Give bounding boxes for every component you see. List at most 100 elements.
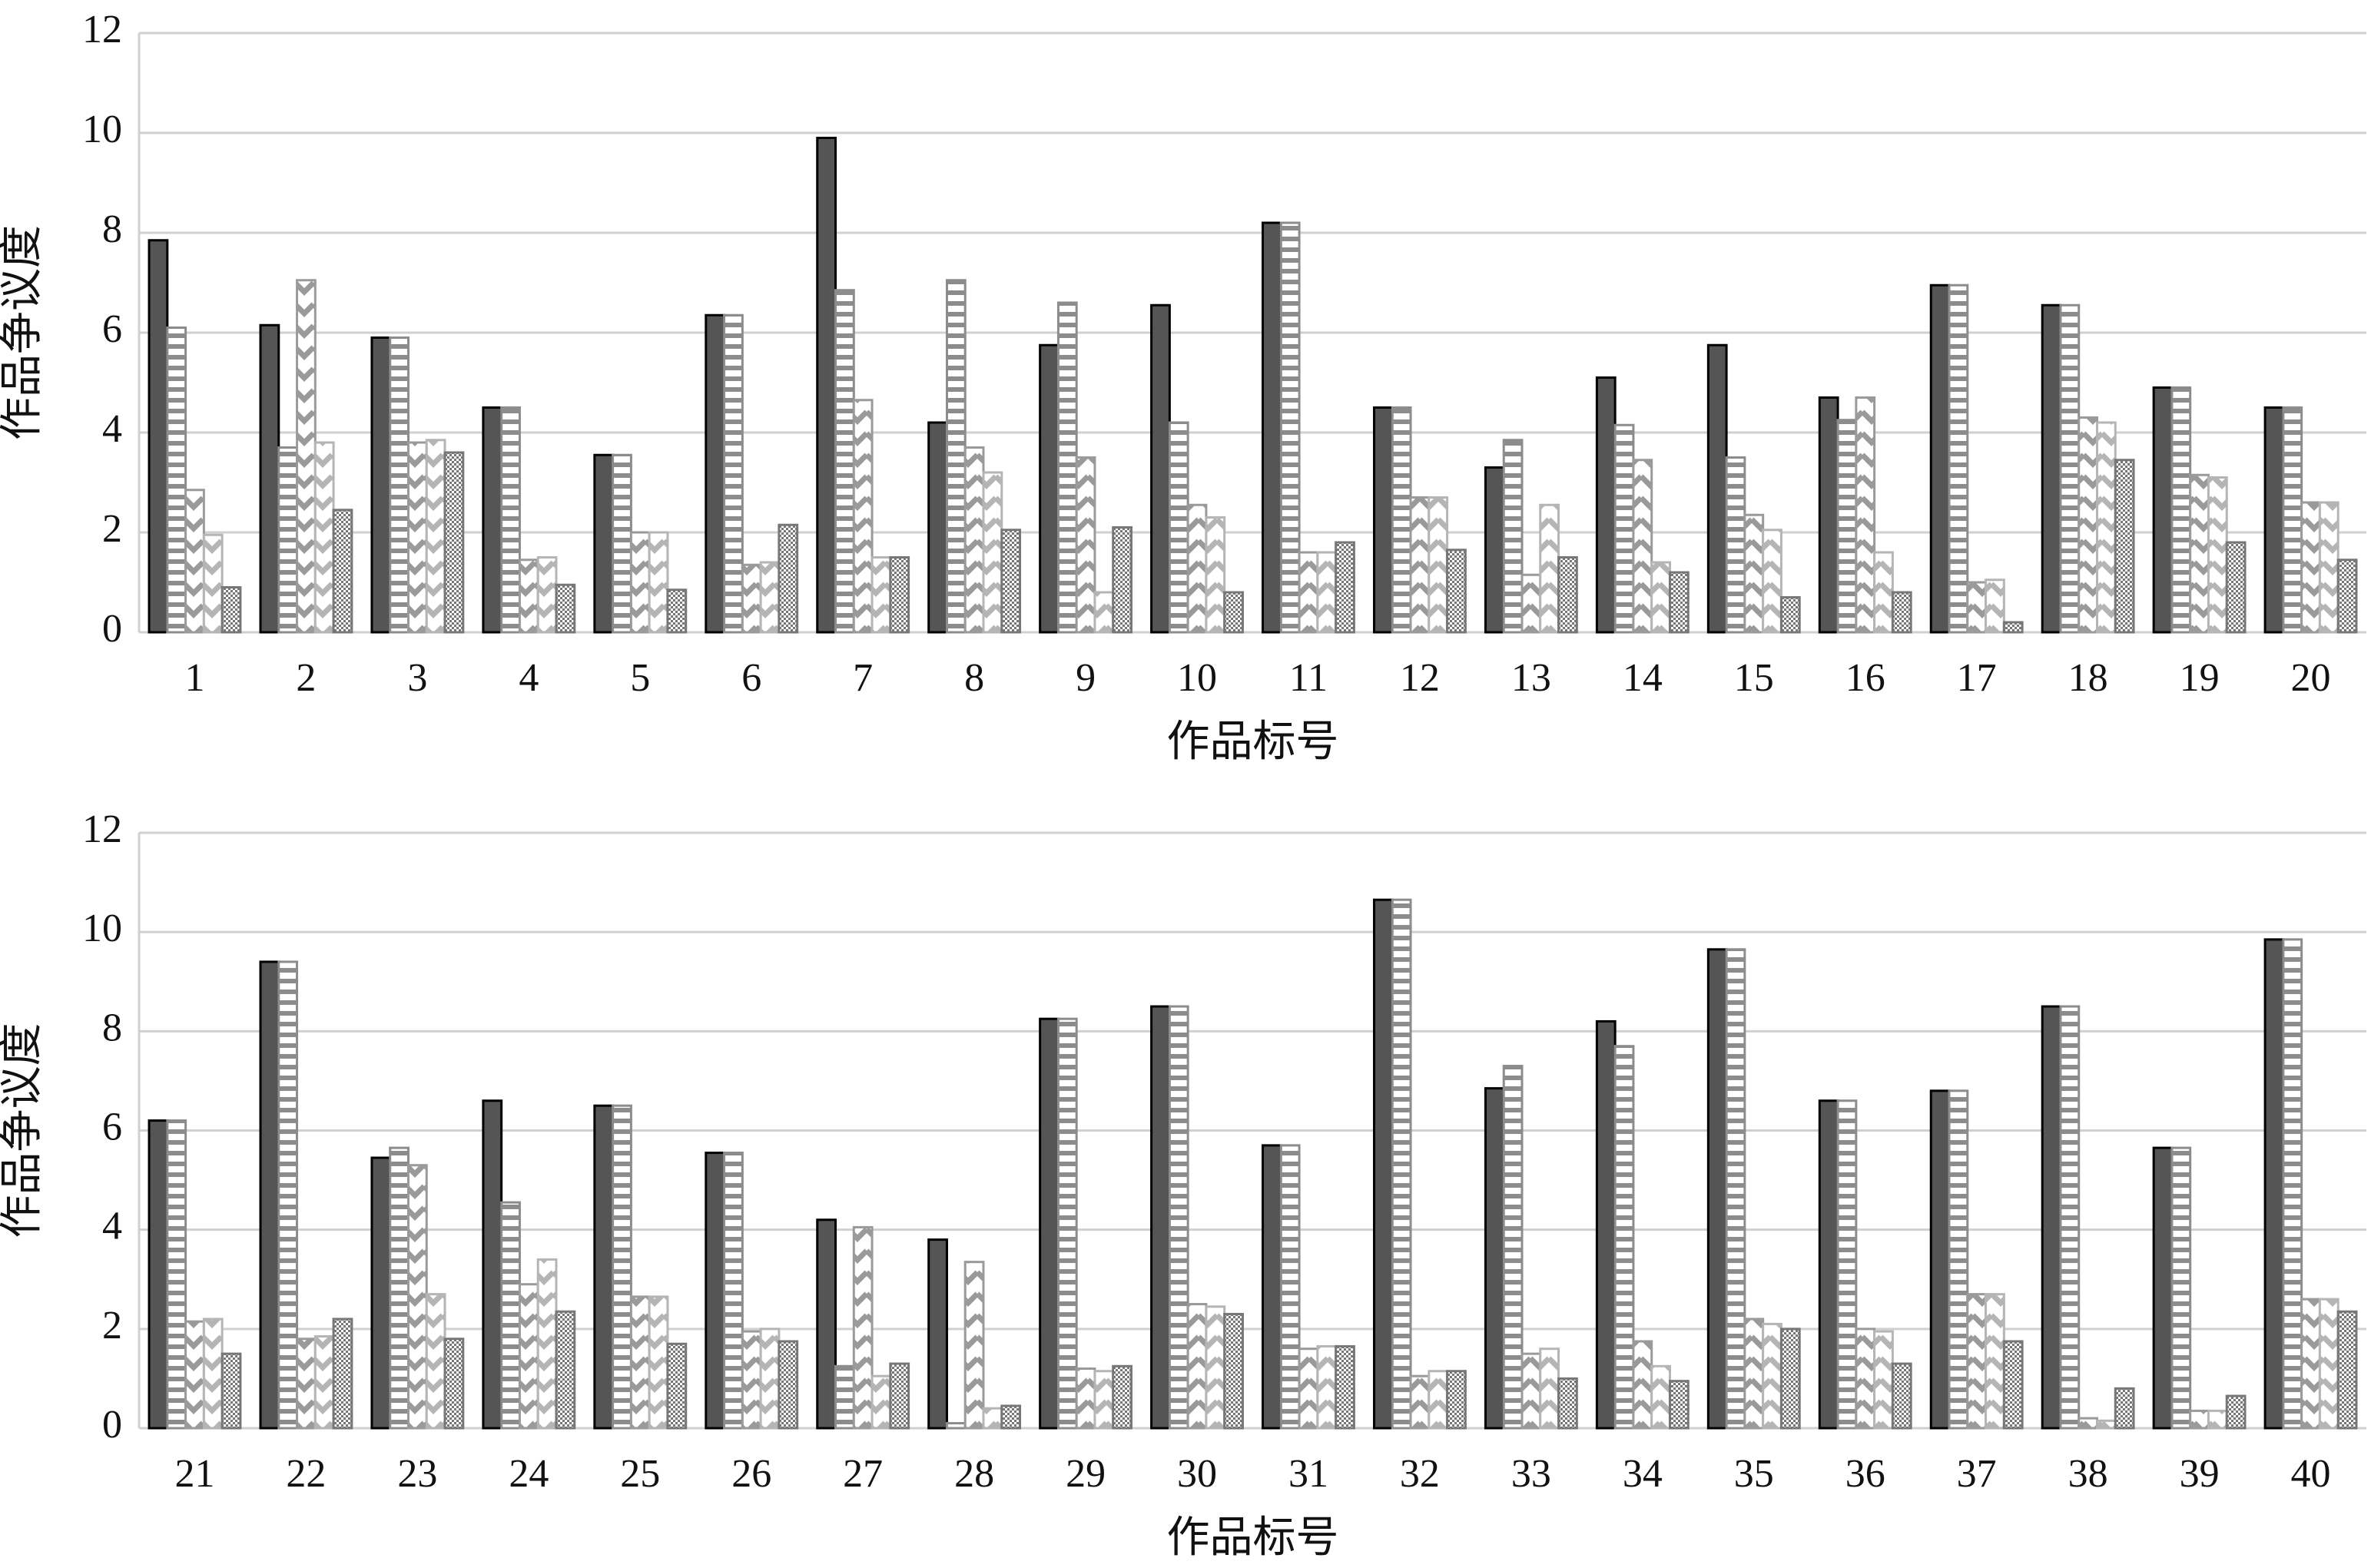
y-axis-title: 作品争议度 (0, 225, 46, 440)
x-axis-title: 作品标号 (1167, 1514, 1339, 1562)
bar (1428, 1370, 1449, 1430)
bar (1855, 1328, 1876, 1430)
bar (148, 1119, 169, 1430)
bar (2300, 501, 2321, 634)
x-tick-label: 31 (1288, 1452, 1328, 1496)
bar (1948, 1089, 1969, 1430)
x-tick-label: 22 (286, 1452, 326, 1496)
bar (166, 327, 187, 634)
bar (555, 1310, 576, 1430)
x-tick-label: 23 (397, 1452, 437, 1496)
bar (1762, 1322, 1782, 1430)
bar (1873, 1330, 1894, 1430)
bar (2114, 459, 2135, 634)
x-tick-label: 30 (1177, 1452, 1217, 1496)
bar (406, 441, 428, 634)
bar (759, 561, 781, 634)
bar (1335, 541, 1355, 634)
bar (1520, 573, 1542, 634)
bar (927, 1238, 948, 1430)
bar (313, 1335, 335, 1430)
bar (612, 1104, 632, 1430)
bar (612, 453, 632, 634)
bar (982, 471, 1003, 634)
bar (1706, 343, 1728, 634)
bar (1948, 283, 1969, 634)
x-tick-label: 6 (741, 656, 761, 700)
bar (296, 279, 317, 634)
y-tick-label: 2 (102, 507, 122, 551)
bar (1650, 1364, 1671, 1430)
bar (1891, 1362, 1912, 1430)
bar (741, 563, 762, 634)
bar (370, 1156, 392, 1430)
bar (1372, 406, 1394, 634)
bar (778, 1340, 799, 1430)
x-tick-label: 34 (1623, 1452, 1663, 1496)
bar (1262, 1144, 1282, 1430)
x-axis-title: 作品标号 (1167, 718, 1339, 766)
bar (1262, 221, 1282, 634)
bar (370, 336, 392, 634)
bar (389, 336, 410, 634)
y-tick-label: 12 (82, 807, 122, 851)
bar (629, 1295, 651, 1430)
y-tick-label: 10 (82, 907, 122, 950)
x-tick-label: 37 (1957, 1452, 1997, 1496)
bar (666, 588, 688, 634)
x-tick-label: 40 (2291, 1452, 2331, 1496)
bar (1205, 516, 1226, 634)
bar (1668, 1380, 1690, 1430)
bar (889, 1362, 910, 1430)
bar (1613, 423, 1635, 634)
bar (184, 1320, 205, 1430)
y-tick-label: 4 (102, 407, 122, 451)
bar (2282, 938, 2303, 1430)
bar (1409, 496, 1431, 634)
bar (852, 399, 874, 634)
y-tick-label: 8 (102, 1006, 122, 1049)
x-tick-label: 5 (630, 656, 650, 700)
bar (1093, 591, 1115, 634)
bar (202, 1318, 224, 1430)
bar (1039, 1017, 1059, 1430)
x-tick-label: 1 (184, 656, 204, 700)
bar (1725, 948, 1746, 1430)
bar (1056, 1017, 1078, 1430)
bar (2336, 559, 2358, 634)
bar (1484, 1087, 1505, 1430)
bar (259, 960, 280, 1430)
bar (443, 451, 465, 634)
bar (1279, 1144, 1301, 1430)
bar (1298, 1348, 1319, 1430)
bar (1186, 1303, 1208, 1430)
bar (2170, 1146, 2192, 1430)
x-tick-label: 4 (519, 656, 539, 700)
bar (1873, 551, 1894, 634)
bar (723, 1152, 744, 1430)
bar (1539, 503, 1560, 634)
x-tick-label: 17 (1957, 656, 1997, 700)
x-tick-label: 26 (731, 1452, 771, 1496)
bar (1150, 303, 1171, 634)
x-tick-label: 2 (296, 656, 316, 700)
bar (2263, 938, 2285, 1430)
bar (870, 1374, 892, 1430)
bar (1706, 948, 1728, 1430)
bar (202, 533, 224, 634)
bar (1112, 526, 1133, 634)
bar (723, 313, 744, 634)
bar (2096, 1419, 2117, 1430)
y-tick-label: 2 (102, 1304, 122, 1348)
bar (1929, 1089, 1951, 1430)
bar (332, 509, 353, 634)
bar (1595, 376, 1617, 634)
bar (1000, 1404, 1022, 1430)
x-tick-label: 18 (2068, 656, 2108, 700)
bar (1186, 503, 1208, 634)
bar (1966, 581, 1988, 634)
bar (1836, 419, 1858, 634)
x-tick-label: 28 (954, 1452, 994, 1496)
